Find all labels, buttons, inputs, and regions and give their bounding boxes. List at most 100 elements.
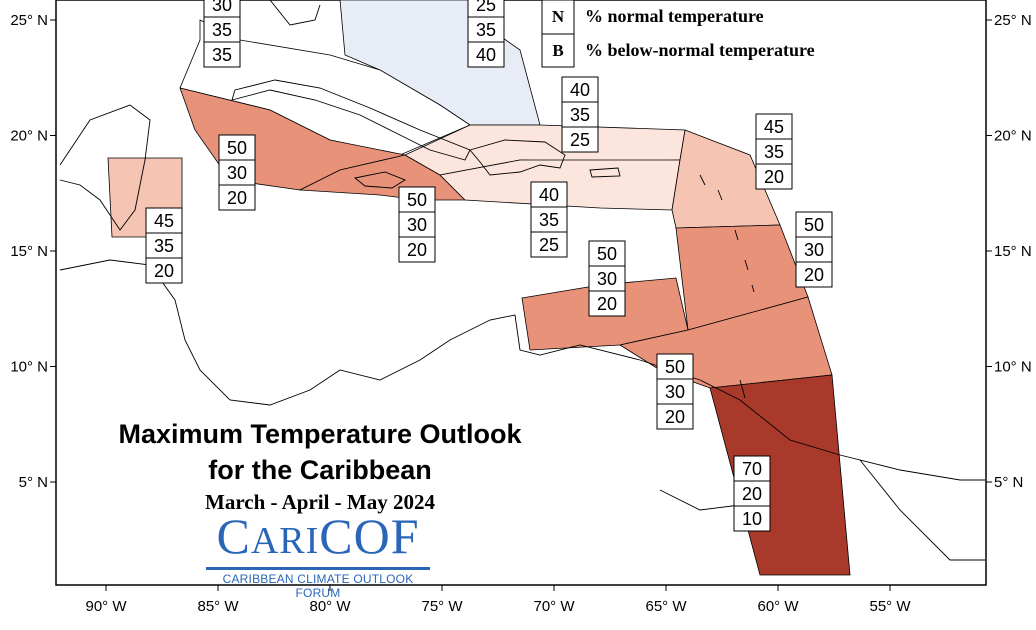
prob-value: 30 xyxy=(597,269,617,289)
prob-value: 20 xyxy=(665,407,685,427)
prob-cell xyxy=(656,378,694,405)
prob-cell xyxy=(145,232,183,259)
prob-cell xyxy=(561,76,599,103)
prob-value: 35 xyxy=(476,20,496,40)
prob-cell xyxy=(755,138,793,165)
prob-cell xyxy=(733,505,771,532)
coastlines xyxy=(59,0,985,561)
prob-value: 45 xyxy=(764,117,784,137)
prob-cell xyxy=(530,231,568,258)
prob-value: 50 xyxy=(804,215,824,235)
prob-value: 20 xyxy=(764,167,784,187)
prob-cell xyxy=(145,257,183,284)
lat-tick-label-left: 5° N xyxy=(19,474,48,491)
title-block: Maximum Temperature Outlook for the Cari… xyxy=(60,416,580,516)
map-title-line1: Maximum Temperature Outlook xyxy=(118,419,522,449)
prob-cell xyxy=(561,126,599,153)
lat-tick-label-right: 15° N xyxy=(994,243,1032,260)
forecast-zones xyxy=(107,0,851,576)
lon-tick-label: 60° W xyxy=(757,598,799,615)
prob-value: 40 xyxy=(476,45,496,65)
zone-bahamas-north xyxy=(179,19,471,156)
prob-cell xyxy=(467,41,505,68)
prob-value: 20 xyxy=(227,188,247,208)
prob-box-guianas: 70 20 10 xyxy=(733,455,771,532)
prob-value: 35 xyxy=(154,236,174,256)
prob-box-bahamas-central: 25 35 40 xyxy=(467,0,505,68)
lon-tick-label: 85° W xyxy=(197,598,239,615)
prob-value: 70 xyxy=(742,459,762,479)
prob-value: 10 xyxy=(742,509,762,529)
lat-tick-label-right: 5° N xyxy=(994,474,1023,491)
prob-value: 35 xyxy=(212,20,232,40)
logo-subtitle: CARIBBEAN CLIMATE OUTLOOK FORUM xyxy=(222,572,414,600)
prob-cell xyxy=(398,186,436,213)
prob-box-windward-islands: 50 30 20 xyxy=(795,211,833,288)
prob-value: 30 xyxy=(804,240,824,260)
lat-tick-label-right: 10° N xyxy=(994,359,1032,376)
prob-box-hispaniola-south: 40 35 25 xyxy=(530,181,568,258)
hispaniola-coast xyxy=(469,139,566,176)
prob-value: 30 xyxy=(212,0,232,15)
prob-value: 20 xyxy=(407,240,427,260)
prob-value: 30 xyxy=(407,215,427,235)
prob-value: 40 xyxy=(570,80,590,100)
lon-tick-label: 65° W xyxy=(645,598,687,615)
prob-box-hispaniola: 40 35 25 xyxy=(561,76,599,153)
central-america-coast xyxy=(59,259,985,481)
caricof-logo: CARICOF CARIBBEAN CLIMATE OUTLOOK FORUM xyxy=(200,510,436,600)
lat-tick-label-left: 20° N xyxy=(10,128,48,145)
prob-value: 20 xyxy=(154,261,174,281)
prob-cell xyxy=(398,236,436,263)
legend-label-below: % below-normal temperature xyxy=(585,40,815,60)
lat-tick-label-right: 25° N xyxy=(994,12,1032,29)
prob-value: 20 xyxy=(742,484,762,504)
prob-cell xyxy=(656,403,694,430)
prob-value: 50 xyxy=(597,244,617,264)
prob-value: 50 xyxy=(665,357,685,377)
prob-value: 50 xyxy=(407,190,427,210)
prob-box-cayman-jamaica: 50 30 20 xyxy=(218,134,256,211)
lon-tick-label: 75° W xyxy=(421,598,463,615)
prob-cell xyxy=(203,41,241,68)
prob-box-bahamas-north: 30 35 35 xyxy=(203,0,241,68)
prob-cell xyxy=(795,236,833,263)
prob-value: 35 xyxy=(539,210,559,230)
jamaica-coast xyxy=(353,171,406,189)
florida-coast xyxy=(269,0,321,26)
prob-cell xyxy=(588,265,626,292)
prob-value: 45 xyxy=(154,211,174,231)
prob-value: 20 xyxy=(597,294,617,314)
prob-box-trinidad: 50 30 20 xyxy=(656,353,694,430)
prob-value: 25 xyxy=(570,130,590,150)
prob-value: 30 xyxy=(665,382,685,402)
logo-wordmark: CARICOF xyxy=(216,508,420,564)
prob-value: 35 xyxy=(570,105,590,125)
legend-key-below: B xyxy=(552,41,563,60)
prob-box-leeward-islands: 45 35 20 xyxy=(755,113,793,190)
lon-tick-label: 90° W xyxy=(85,598,127,615)
prob-box-jamaica-south: 50 30 20 xyxy=(398,186,436,263)
lon-tick-label: 80° W xyxy=(309,598,351,615)
prob-cell xyxy=(656,353,694,380)
lesser-antilles xyxy=(699,174,755,399)
prob-cell xyxy=(588,290,626,317)
prob-value: 35 xyxy=(764,142,784,162)
prob-cell xyxy=(218,184,256,211)
prob-cell xyxy=(755,163,793,190)
puerto-rico-coast xyxy=(589,167,621,178)
prob-cell xyxy=(795,261,833,288)
map-subtitle: March - April - May 2024 xyxy=(205,490,435,514)
axis-layer: 90° W 85° W 80° W 75° W 70° W 65° W 60° W 55° W… xyxy=(10,12,1031,615)
prob-box-belize: 45 35 20 xyxy=(145,207,183,284)
prob-cell xyxy=(145,207,183,234)
lat-tick-label-right: 20° N xyxy=(994,128,1032,145)
legend-key-normal: N xyxy=(552,7,565,26)
logo-rule xyxy=(206,567,430,570)
cuba-coast xyxy=(231,79,471,161)
prob-value: 20 xyxy=(804,265,824,285)
legend-label-normal: % normal temperature xyxy=(585,6,764,26)
lat-tick-label-left: 15° N xyxy=(10,243,48,260)
prob-value: 25 xyxy=(476,0,496,15)
